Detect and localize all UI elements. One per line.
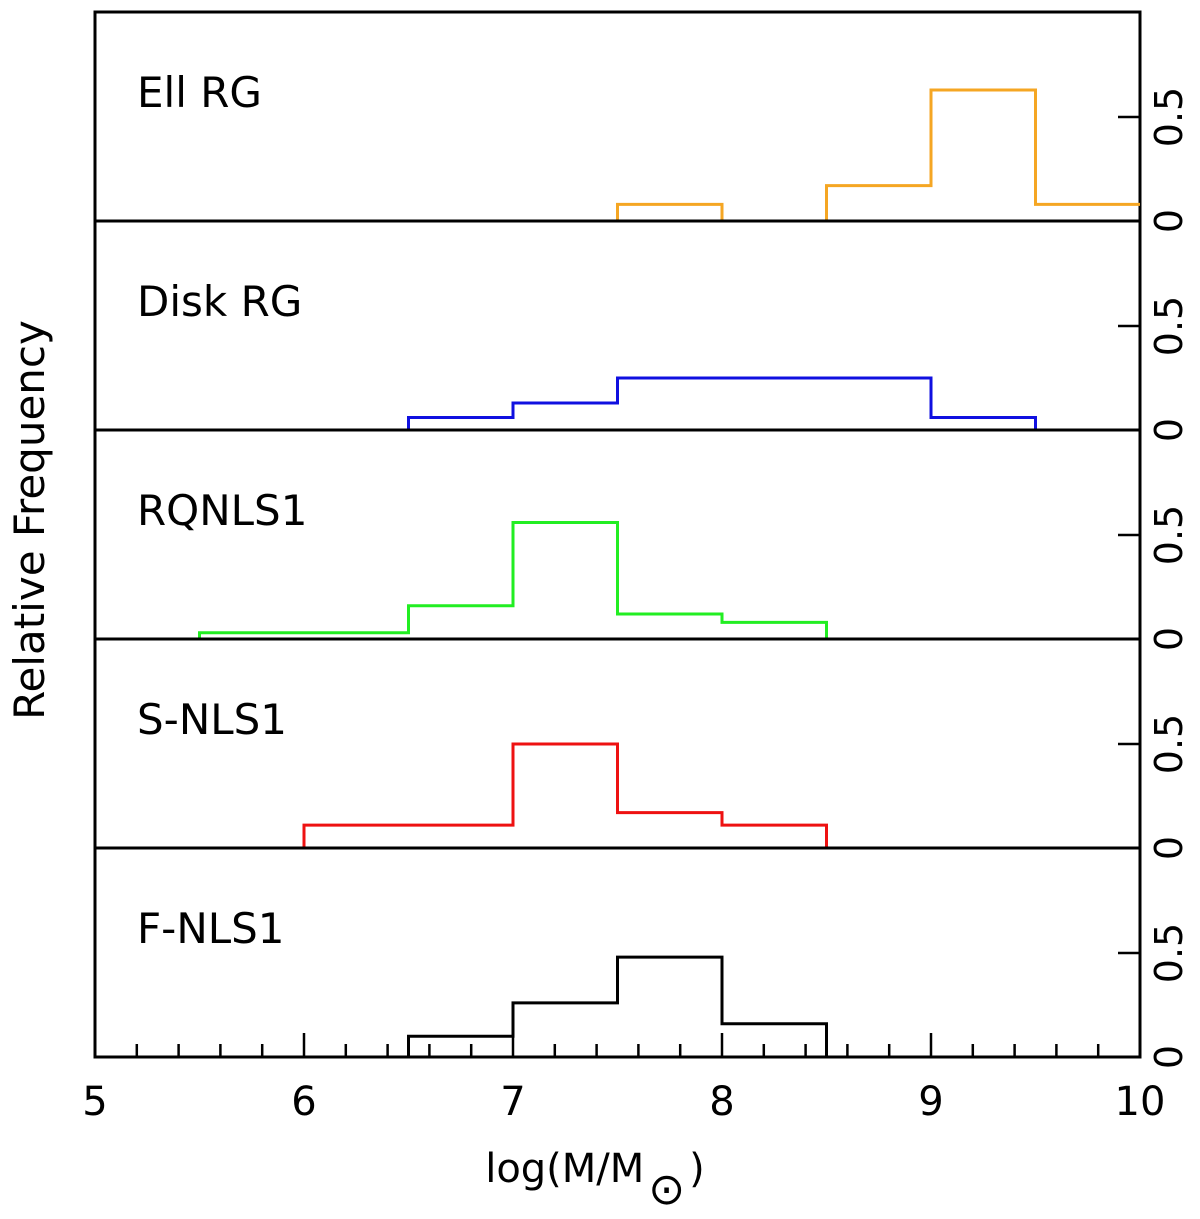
panel-s-nls1: 0 0.5 S-NLS1: [93, 637, 1191, 860]
histogram-bar: [618, 813, 723, 848]
panel-label: Ell RG: [137, 68, 262, 117]
histogram-outline: [407, 955, 828, 1057]
x-axis-label: log(M/M⊙): [485, 1146, 705, 1215]
histogram-bar: [304, 825, 409, 848]
x-axis-label-text: log(M/M: [485, 1146, 644, 1192]
histogram-bar: [618, 957, 723, 1057]
histogram-bar: [513, 403, 618, 430]
histogram-bar: [618, 614, 723, 639]
x-tick-label: 9: [918, 1079, 943, 1125]
x-tick-label: 7: [500, 1079, 525, 1125]
histogram-bar: [931, 90, 1036, 221]
y-tick-label: 0.5: [1147, 923, 1191, 983]
y-tick-label: 0.5: [1147, 714, 1191, 774]
panel-label: RQNLS1: [137, 486, 307, 535]
panel-ell-rg: 0 0.5 Ell RG: [93, 10, 1191, 233]
histogram-bar: [513, 744, 618, 848]
histogram-bar: [1036, 204, 1141, 221]
x-tick-label: 5: [82, 1079, 107, 1125]
y-tick-label: 0: [1147, 627, 1191, 651]
histogram-bar: [513, 523, 618, 639]
solar-symbol: ⊙: [648, 1164, 685, 1215]
histogram-bar: [827, 186, 932, 221]
histogram-bar: [513, 1003, 618, 1057]
histogram-outline: [302, 742, 828, 848]
histogram-bar: [409, 1036, 514, 1057]
panel-label: F-NLS1: [137, 904, 285, 953]
histogram-bar: [722, 378, 827, 430]
x-tick-label: 6: [291, 1079, 316, 1125]
y-tick-label: 0: [1147, 418, 1191, 442]
histogram-bar: [722, 825, 827, 848]
x-tick-label: 8: [709, 1079, 734, 1125]
y-tick-label: 0: [1147, 1045, 1191, 1069]
histogram-bar: [409, 825, 514, 848]
y-tick-label: 0.5: [1147, 87, 1191, 147]
y-tick-label: 0: [1147, 209, 1191, 233]
histogram-bar: [722, 622, 827, 639]
panel-label: S-NLS1: [137, 695, 287, 744]
histogram-bar: [409, 418, 514, 430]
histogram-bar: [827, 378, 932, 430]
histogram-outline: [198, 521, 828, 639]
histogram-bar: [722, 1024, 827, 1057]
x-tick-label: 10: [1115, 1079, 1166, 1125]
histogram-outline: [616, 88, 1140, 223]
panel-f-nls1: 0 0.5 F-NLS1: [93, 846, 1191, 1069]
panel-rqnls1: 0 0.5 RQNLS1: [93, 428, 1191, 651]
panel-label: Disk RG: [137, 277, 302, 326]
histogram-bar: [618, 378, 723, 430]
y-axis-label: Relative Frequency: [5, 320, 54, 720]
panel-disk-rg: 0 0.5 Disk RG: [93, 219, 1191, 442]
histogram-bar: [931, 418, 1036, 430]
y-tick-label: 0: [1147, 836, 1191, 860]
histogram-bar: [618, 204, 723, 221]
histogram-bar: [409, 606, 514, 639]
y-tick-label: 0.5: [1147, 505, 1191, 565]
panels-group: 0 0.5 Ell RG 0 0.5 Disk RG 0 0.5 RQNLS1 0 0.5 S-NLS…: [93, 10, 1191, 1069]
y-tick-label: 0.5: [1147, 296, 1191, 356]
x-axis-ticks: 5 6 7 8 9 10: [82, 1033, 1165, 1125]
histogram-outline: [407, 376, 1037, 430]
